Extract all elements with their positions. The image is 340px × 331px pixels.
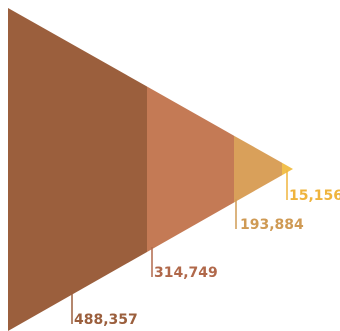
funnel-segment-1 bbox=[8, 8, 147, 331]
value-label-4: 15,156 bbox=[289, 188, 340, 204]
funnel-segments bbox=[8, 8, 293, 331]
label-leader-lines bbox=[71, 170, 288, 324]
value-label-3: 193,884 bbox=[240, 217, 304, 233]
funnel-segment-3 bbox=[234, 135, 282, 203]
value-label-2: 314,749 bbox=[154, 265, 218, 281]
funnel-segment-4 bbox=[282, 162, 293, 176]
value-labels: 488,357 314,749 193,884 15,156 bbox=[74, 188, 340, 328]
value-label-1: 488,357 bbox=[74, 312, 138, 328]
funnel-segment-2 bbox=[147, 86, 234, 252]
